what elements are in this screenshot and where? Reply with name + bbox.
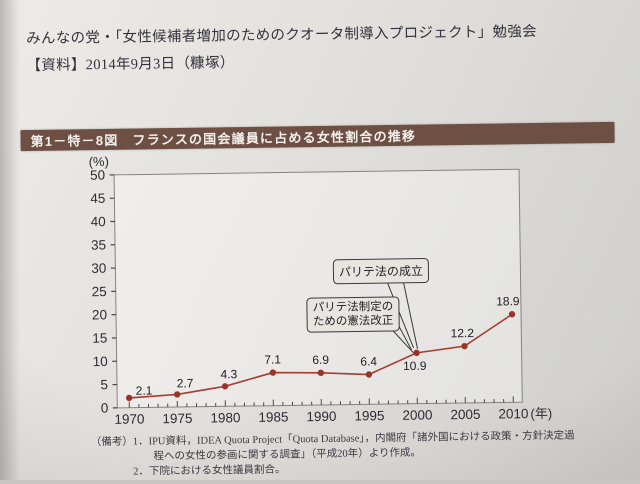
line-chart: 0 5 10 15 20 25 30 35 40 45 50 1970 1975 1980 1985 1990…	[0, 146, 640, 445]
figure-title: フランスの国会議員に占める女性割合の推移	[132, 126, 416, 149]
y-axis-tick-label: 0	[101, 400, 109, 415]
x-axis-tick-label: 1975	[162, 411, 192, 426]
data-point-label: 6.4	[360, 354, 377, 368]
x-axis-tick-label: 2000	[402, 407, 432, 422]
annotation-text: パリテ法の成立	[339, 263, 423, 279]
data-point-label: 12.2	[451, 326, 475, 340]
x-axis-unit-label: (年)	[530, 406, 552, 421]
figure-notes: （備考） 1．IPU資料，IDEA Quota Project「Quota Da…	[91, 429, 584, 481]
notes-label: （備考）	[91, 436, 134, 481]
y-axis-tick-label: 45	[90, 191, 105, 206]
y-axis-tick-label: 50	[90, 167, 105, 182]
y-axis-tick-label: 25	[92, 284, 107, 299]
x-axis-tick-label: 2010	[498, 406, 528, 421]
data-point-label: 18.9	[496, 294, 520, 308]
data-point-label: 6.9	[312, 353, 329, 367]
y-axis-unit-label: (%)	[89, 154, 109, 169]
x-axis-tick-label: 1985	[258, 409, 288, 424]
data-point-label: 10.9	[403, 359, 427, 373]
annotation-text: パリテ法制定の	[313, 299, 394, 314]
y-axis-tick-label: 30	[91, 261, 106, 276]
figure-number-label: 第1－特－8図	[30, 130, 118, 150]
y-axis-tick-label: 20	[92, 307, 107, 322]
document-header: みんなの党・「女性候補者増加のためのクオータ制導入プロジェクト」勉強会 【資料】…	[26, 18, 607, 80]
y-axis-tick-label: 10	[93, 354, 108, 369]
data-point-label: 7.1	[264, 352, 281, 366]
annotation-text: ための憲法改正	[313, 313, 394, 328]
notes-items: 1．IPU資料，IDEA Quota Project「Quota Databas…	[133, 429, 584, 480]
x-axis-tick-label: 1980	[210, 410, 240, 425]
y-axis-tick-label: 40	[91, 214, 106, 229]
data-point-label: 4.3	[220, 367, 237, 381]
data-point-label: 2.7	[177, 376, 194, 390]
y-axis-tick-label: 35	[91, 237, 106, 252]
y-axis-tick-label: 15	[92, 331, 107, 346]
y-axis-tick-label: 5	[100, 377, 108, 392]
data-point-label: 2.1	[136, 384, 153, 398]
x-axis-tick-label: 2005	[450, 407, 480, 422]
x-axis-tick-label: 1990	[306, 409, 336, 424]
x-axis-tick-label: 1970	[114, 411, 144, 426]
x-axis-tick-label: 1995	[354, 408, 384, 423]
